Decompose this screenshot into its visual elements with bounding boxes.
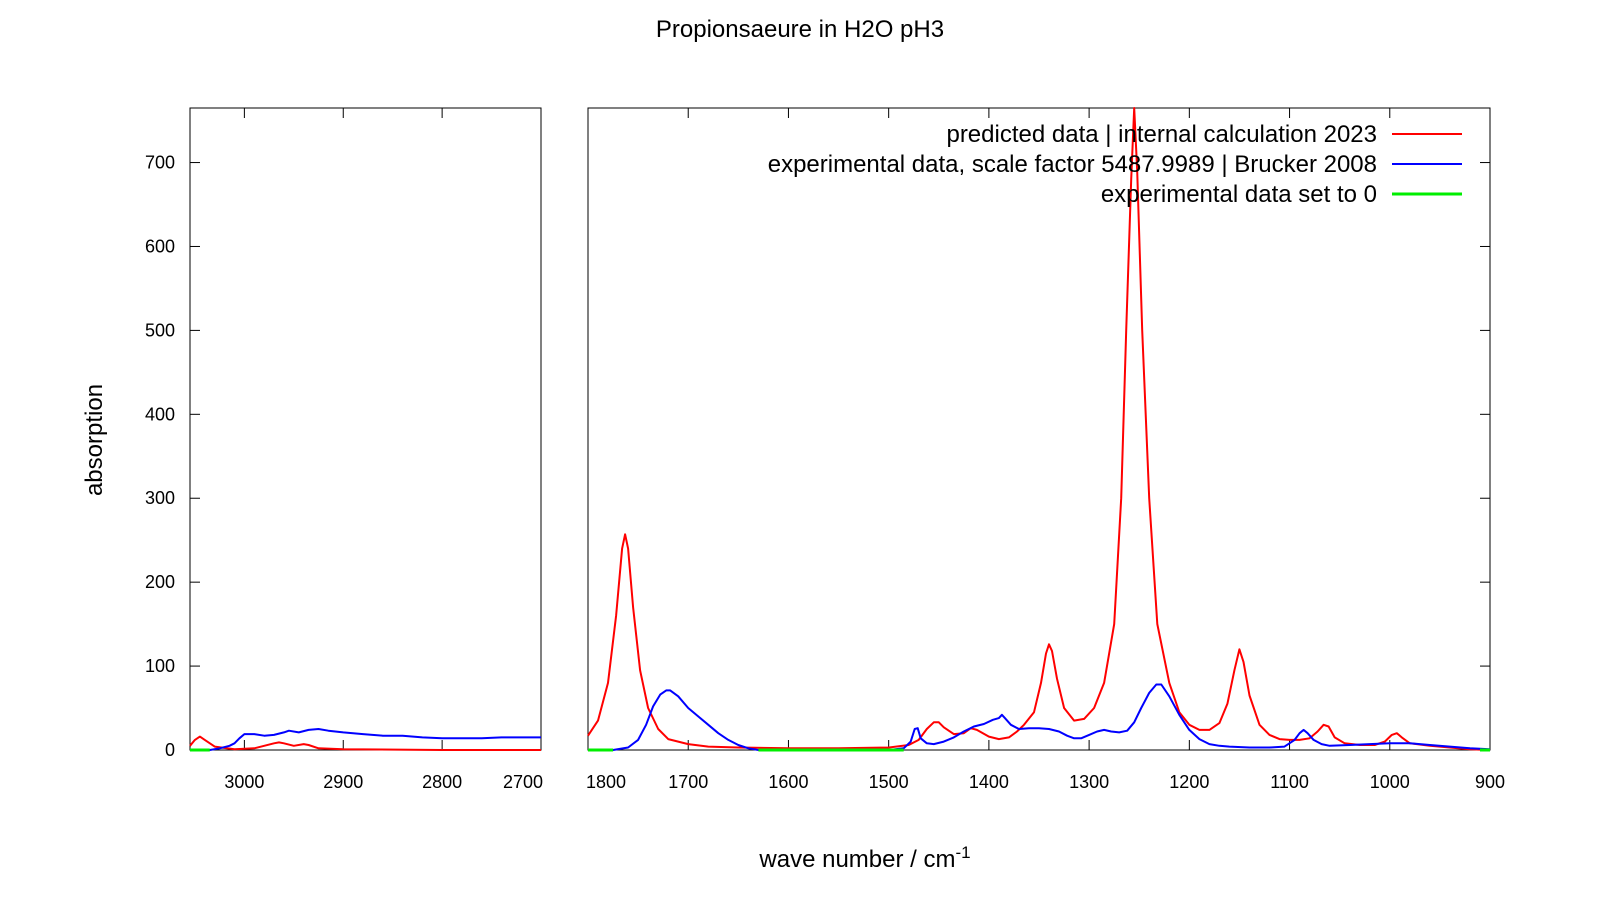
- x-tick-label: 1200: [1169, 772, 1209, 792]
- x-tick-label: 1100: [1270, 772, 1309, 792]
- x-axis-label-text: wave number / cm: [759, 846, 956, 873]
- series-2-line: [190, 728, 541, 751]
- plot-frame-2: [587, 107, 1491, 751]
- legend-label-3: experimental data set to 0: [1101, 181, 1377, 208]
- y-tick-label: 300: [145, 488, 175, 508]
- y-tick-label: 700: [145, 153, 175, 173]
- x-tick-label: 1600: [768, 772, 808, 792]
- x-tick-label: 1400: [969, 772, 1009, 792]
- y-tick-label: 500: [145, 320, 175, 340]
- x-tick-label: 1700: [668, 772, 708, 792]
- x-tick-label: 2800: [422, 772, 462, 792]
- x-tick-label: 1000: [1370, 772, 1410, 792]
- x-tick-label: 2700: [503, 772, 543, 792]
- x-tick-label: 900: [1475, 772, 1505, 792]
- y-tick-label: 100: [145, 656, 175, 676]
- x-axis-label-superscript: -1: [955, 843, 971, 862]
- series-1-line: [189, 735, 541, 751]
- legend-label-2: experimental data, scale factor 5487.998…: [768, 151, 1377, 178]
- series-2-line: [588, 683, 1491, 751]
- y-tick-label: 400: [145, 404, 175, 424]
- y-tick-label: 0: [165, 740, 175, 760]
- plot-frame-1: [189, 107, 542, 751]
- x-tick-label: 2900: [323, 772, 363, 792]
- x-tick-label: 3000: [224, 772, 264, 792]
- x-tick-label: 1300: [1069, 772, 1109, 792]
- x-tick-label: 1800: [586, 772, 626, 792]
- y-tick-label: 200: [145, 572, 175, 592]
- y-tick-label: 600: [145, 236, 175, 256]
- x-tick-label: 1500: [869, 772, 909, 792]
- x-axis-label: wave number / cm-1: [759, 843, 970, 874]
- chart-title: Propionsaeure in H2O pH3: [655, 16, 945, 43]
- legend-label-1: predicted data | internal calculation 20…: [946, 121, 1377, 148]
